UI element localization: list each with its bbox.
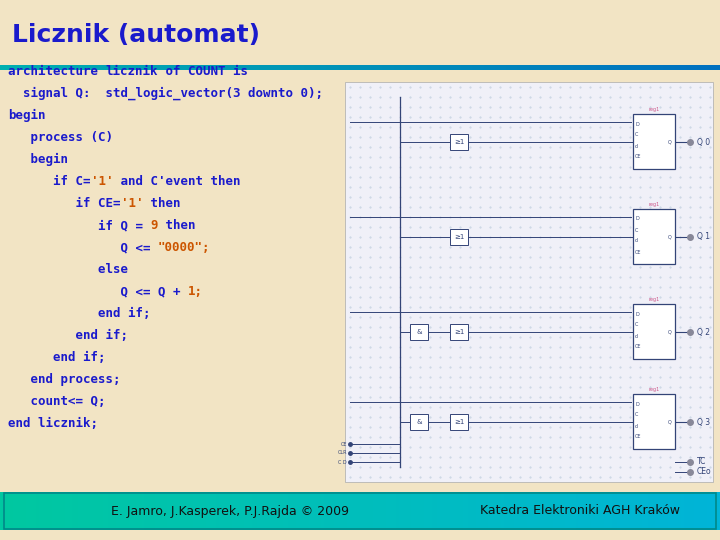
Text: begin: begin xyxy=(8,153,68,166)
Text: D: D xyxy=(635,122,639,126)
Text: &: & xyxy=(416,329,422,335)
Text: architecture: architecture xyxy=(8,65,106,78)
Text: end licznik;: end licznik; xyxy=(8,417,98,430)
Text: D: D xyxy=(635,402,639,407)
Text: then: then xyxy=(158,219,196,232)
Text: ≥1: ≥1 xyxy=(454,329,464,335)
Text: reg1: reg1 xyxy=(649,202,660,207)
Text: TC: TC xyxy=(697,457,706,467)
Text: Q <=: Q <= xyxy=(8,241,158,254)
Text: then: then xyxy=(143,197,181,210)
Text: reg1: reg1 xyxy=(649,107,660,112)
Text: "0000";: "0000"; xyxy=(158,241,210,254)
Text: if C=: if C= xyxy=(8,175,91,188)
Bar xyxy=(633,394,675,449)
Text: Q: Q xyxy=(668,420,672,424)
Text: Q 3: Q 3 xyxy=(697,417,710,427)
Text: reg1: reg1 xyxy=(649,297,660,302)
Bar xyxy=(345,82,713,482)
Text: cl: cl xyxy=(635,423,639,429)
Text: Q: Q xyxy=(668,329,672,334)
Text: end if;: end if; xyxy=(8,351,106,364)
Text: C: C xyxy=(635,227,639,233)
Text: Q: Q xyxy=(668,139,672,145)
Text: of COUNT is: of COUNT is xyxy=(158,65,248,78)
Text: cl: cl xyxy=(635,334,639,339)
Text: ≥1: ≥1 xyxy=(454,419,464,425)
Text: count<= Q;: count<= Q; xyxy=(8,395,106,408)
Bar xyxy=(4,493,716,529)
Bar xyxy=(450,229,468,245)
Text: CE: CE xyxy=(341,442,347,447)
Text: CEo: CEo xyxy=(697,468,711,476)
Bar xyxy=(633,209,675,264)
Text: CLR: CLR xyxy=(338,450,347,456)
Text: C: C xyxy=(635,132,639,138)
Text: 1;: 1; xyxy=(188,285,203,298)
Text: CE: CE xyxy=(635,435,642,440)
Text: '1': '1' xyxy=(91,175,113,188)
Bar xyxy=(633,114,675,169)
Text: if Q =: if Q = xyxy=(8,219,150,232)
Text: licznik: licznik xyxy=(106,65,158,78)
Text: CE: CE xyxy=(635,154,642,159)
Text: reg1: reg1 xyxy=(649,387,660,392)
Text: process (C): process (C) xyxy=(8,131,113,144)
Text: C: C xyxy=(635,413,639,417)
Text: Q <= Q +: Q <= Q + xyxy=(8,285,188,298)
Bar xyxy=(410,324,428,340)
Text: ≥1: ≥1 xyxy=(454,234,464,240)
Text: end if;: end if; xyxy=(8,307,150,320)
Text: CE: CE xyxy=(635,345,642,349)
Text: Q 2: Q 2 xyxy=(697,327,710,336)
Text: ≥1: ≥1 xyxy=(454,139,464,145)
Text: C: C xyxy=(635,322,639,327)
Text: end if;: end if; xyxy=(8,329,128,342)
Text: D: D xyxy=(635,312,639,316)
Text: end process;: end process; xyxy=(8,373,120,386)
Text: else: else xyxy=(8,263,128,276)
Bar xyxy=(450,414,468,430)
Bar xyxy=(633,304,675,359)
Text: 9: 9 xyxy=(150,219,158,232)
Bar xyxy=(450,134,468,150)
Text: Q 1: Q 1 xyxy=(697,233,710,241)
Text: Q 0: Q 0 xyxy=(697,138,710,146)
Bar xyxy=(410,414,428,430)
Text: signal Q:  std_logic_vector(3 downto 0);: signal Q: std_logic_vector(3 downto 0); xyxy=(8,87,323,100)
Text: Katedra Elektroniki AGH Kraków: Katedra Elektroniki AGH Kraków xyxy=(480,504,680,517)
Text: Q: Q xyxy=(668,234,672,240)
Text: E. Jamro, J.Kasperek, P.J.Rajda © 2009: E. Jamro, J.Kasperek, P.J.Rajda © 2009 xyxy=(111,504,349,517)
Bar xyxy=(450,324,468,340)
Text: and C'event then: and C'event then xyxy=(113,175,240,188)
Text: &: & xyxy=(416,419,422,425)
Text: '1': '1' xyxy=(120,197,143,210)
Text: CE: CE xyxy=(635,249,642,254)
Text: cl: cl xyxy=(635,144,639,149)
Text: if CE=: if CE= xyxy=(8,197,120,210)
Text: begin: begin xyxy=(8,109,45,122)
Text: cl: cl xyxy=(635,239,639,244)
Text: Licznik (automat): Licznik (automat) xyxy=(12,23,260,47)
Text: C D: C D xyxy=(338,460,347,464)
Text: D: D xyxy=(635,217,639,221)
